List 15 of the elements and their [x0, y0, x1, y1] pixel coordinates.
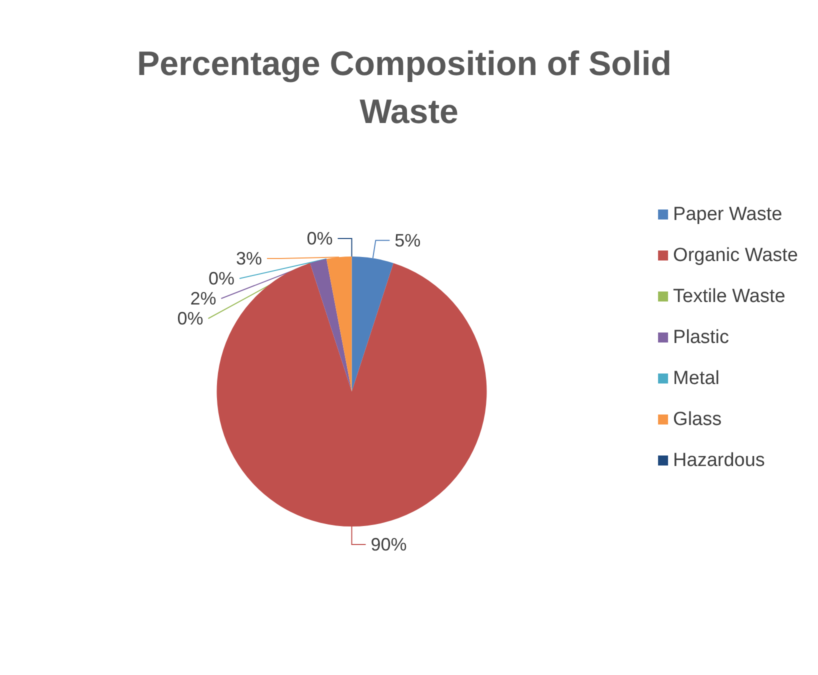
text: 0% — [177, 308, 204, 328]
text: 0% — [208, 268, 235, 288]
legend-label: Plastic — [673, 327, 730, 348]
legend-label: Glass — [673, 409, 722, 430]
legend-label: Paper Waste — [673, 204, 782, 225]
data-label: 2% — [190, 288, 216, 308]
data-label: 90% — [370, 534, 407, 554]
data-label: 5% — [394, 230, 421, 250]
text: 0% — [306, 228, 333, 248]
legend-label: Organic Waste — [673, 245, 798, 266]
legend-label: Hazardous — [673, 450, 765, 471]
chart-title: Percentage Composition of Solid Waste — [136, 45, 682, 131]
data-label: 3% — [236, 248, 262, 268]
legend-label: Metal — [673, 368, 720, 389]
legend-label: Textile Waste — [673, 286, 786, 307]
